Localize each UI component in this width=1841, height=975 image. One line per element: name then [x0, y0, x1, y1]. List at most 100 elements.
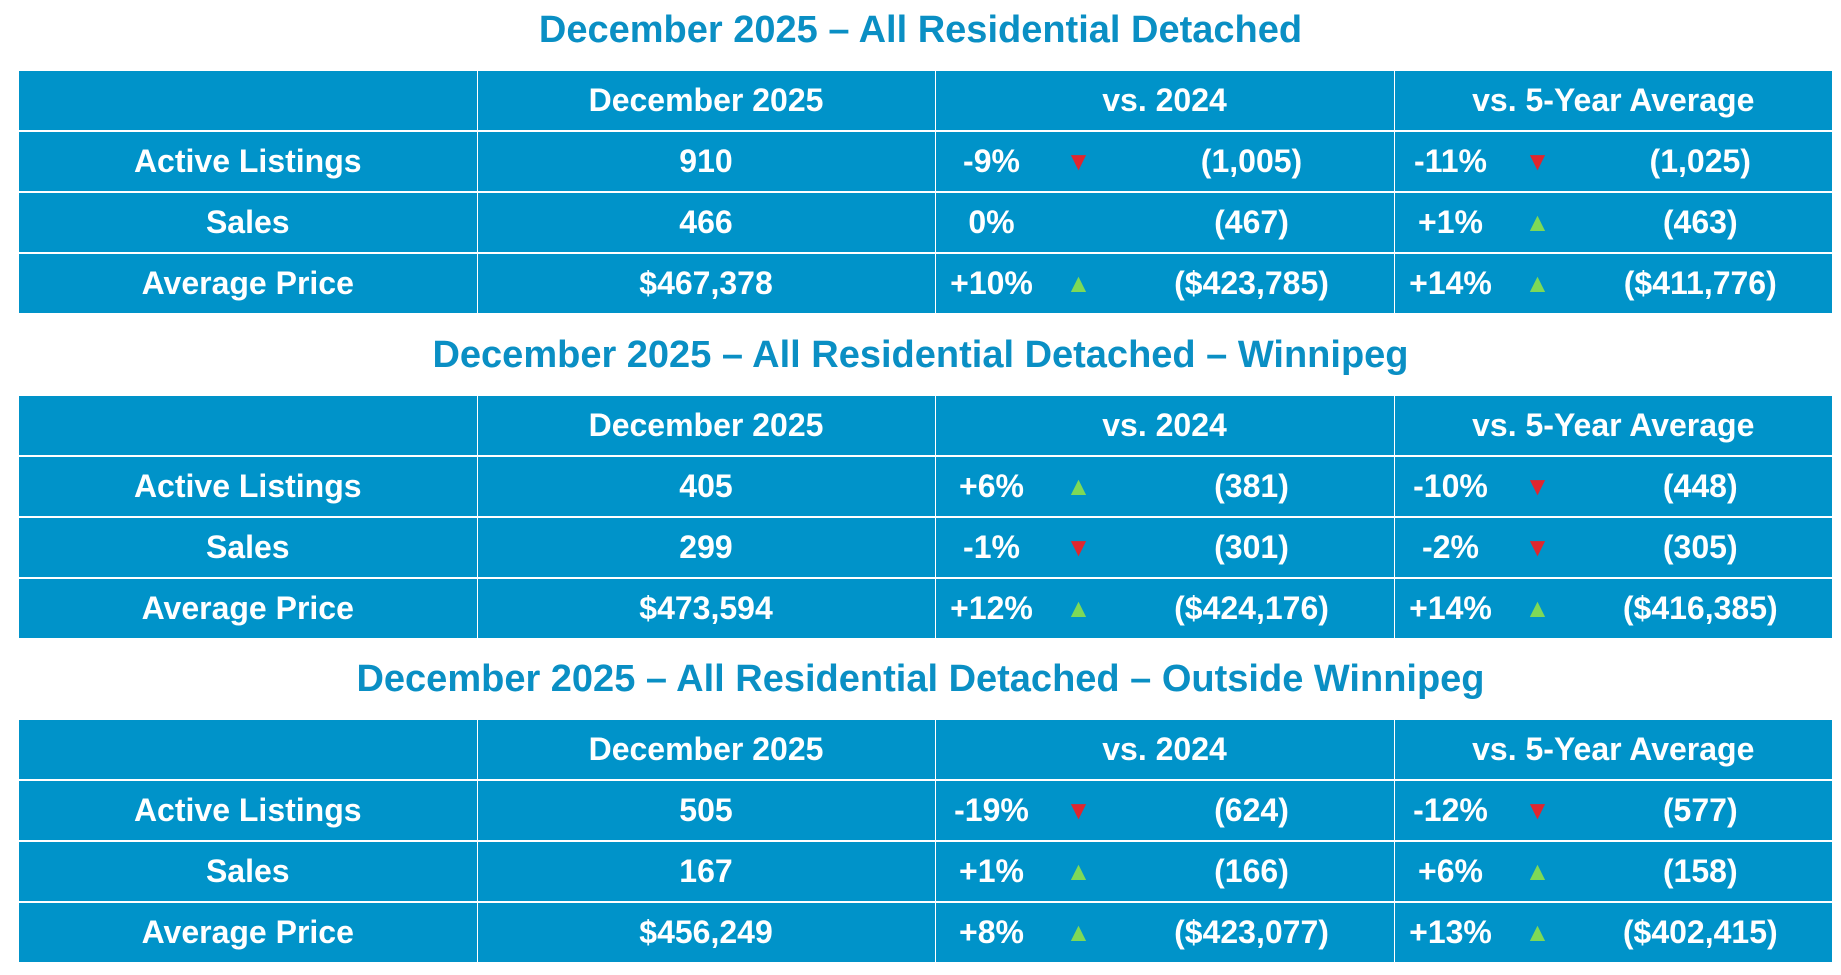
row-value: $467,378 — [477, 253, 936, 313]
row-label: Active Listings — [19, 131, 478, 193]
triangle-up-icon: ▲ — [1524, 268, 1551, 298]
triangle-down-icon: ▼ — [1524, 146, 1551, 176]
vs-avg-cell: -11% ▼ (1,025) — [1394, 131, 1832, 193]
table-row: Active Listings 910 -9% ▼ (1,005) -11% ▼ (1,… — [19, 131, 1832, 193]
vs-year-cell: +6% ▲ (381) — [935, 456, 1395, 518]
triangle-up-icon: ▲ — [1065, 268, 1092, 298]
row-label: Average Price — [19, 578, 478, 638]
row-label: Sales — [19, 517, 478, 579]
stats-table: December 2025 vs. 2024 vs. 5-Year Averag… — [19, 720, 1832, 962]
vs-year-cell: +10% ▲ ($423,785) — [935, 253, 1395, 313]
row-value: $456,249 — [477, 902, 936, 962]
triangle-down-icon: ▼ — [1065, 146, 1092, 176]
table-row: Average Price $473,594 +12% ▲ ($424,176) +… — [19, 578, 1832, 638]
prior-value: (1,005) — [1200, 143, 1303, 179]
triangle-down-icon: ▼ — [1065, 795, 1092, 825]
header-vs-avg: vs. 5-Year Average — [1394, 396, 1832, 457]
header-vs-year: vs. 2024 — [935, 720, 1395, 781]
table-row: Average Price $456,249 +8% ▲ ($423,077) +1… — [19, 902, 1832, 962]
pct-change: +13% — [1409, 914, 1492, 950]
header-row: December 2025 vs. 2024 vs. 5-Year Averag… — [19, 71, 1832, 132]
avg-value: (463) — [1662, 204, 1738, 240]
pct-change: +1% — [959, 853, 1024, 889]
header-vs-year: vs. 2024 — [935, 71, 1395, 132]
prior-value: ($423,785) — [1174, 265, 1329, 301]
triangle-up-icon: ▲ — [1065, 471, 1092, 501]
header-empty — [19, 720, 478, 781]
row-value: 405 — [477, 456, 936, 518]
avg-value: (305) — [1662, 529, 1738, 565]
row-label: Average Price — [19, 253, 478, 313]
pct-change: -2% — [1422, 529, 1479, 565]
table-row: Sales 167 +1% ▲ (166) +6% ▲ (158) — [19, 841, 1832, 903]
pct-change: +14% — [1409, 590, 1492, 626]
pct-change: +12% — [950, 590, 1033, 626]
table-row: Sales 466 0% (467) +1% ▲ (463) — [19, 192, 1832, 254]
row-value: 505 — [477, 780, 936, 842]
header-vs-year: vs. 2024 — [935, 396, 1395, 457]
triangle-down-icon: ▼ — [1065, 532, 1092, 562]
header-vs-avg: vs. 5-Year Average — [1394, 71, 1832, 132]
header-row: December 2025 vs. 2024 vs. 5-Year Averag… — [19, 396, 1832, 457]
table-row: Active Listings 505 -19% ▼ (624) -12% ▼ (577… — [19, 780, 1832, 842]
pct-change: -11% — [1414, 143, 1487, 179]
vs-year-cell: +1% ▲ (166) — [935, 841, 1395, 903]
vs-avg-cell: +13% ▲ ($402,415) — [1394, 902, 1832, 962]
prior-value: (624) — [1214, 792, 1289, 828]
table-row: Active Listings 405 +6% ▲ (381) -10% ▼ (448) — [19, 456, 1832, 518]
vs-year-cell: +8% ▲ ($423,077) — [935, 902, 1395, 962]
avg-value: ($411,776) — [1623, 265, 1777, 301]
pct-change: 0% — [968, 204, 1015, 240]
pct-change: -12% — [1413, 792, 1488, 828]
vs-year-cell: -1% ▼ (301) — [935, 517, 1395, 579]
avg-value: (448) — [1662, 468, 1738, 504]
vs-year-cell: -19% ▼ (624) — [935, 780, 1395, 842]
section-title: December 2025 – All Residential Detached… — [432, 334, 1409, 376]
triangle-down-icon: ▼ — [1524, 532, 1551, 562]
triangle-up-icon: ▲ — [1524, 856, 1551, 886]
prior-value: ($423,077) — [1174, 914, 1329, 950]
stats-table: December 2025 vs. 2024 vs. 5-Year Averag… — [19, 396, 1832, 638]
vs-avg-cell: +1% ▲ (463) — [1394, 192, 1832, 254]
pct-change: +14% — [1409, 265, 1492, 301]
pct-change: +6% — [1418, 853, 1483, 889]
triangle-up-icon: ▲ — [1524, 917, 1551, 947]
avg-value: ($402,415) — [1622, 914, 1778, 950]
row-value: 910 — [477, 131, 936, 193]
pct-change: -19% — [954, 792, 1029, 828]
table-row: Sales 299 -1% ▼ (301) -2% ▼ (305) — [19, 517, 1832, 579]
header-empty — [19, 71, 478, 132]
vs-avg-cell: +14% ▲ ($411,776) — [1394, 253, 1832, 313]
row-label: Active Listings — [19, 780, 478, 842]
vs-avg-cell: +6% ▲ (158) — [1394, 841, 1832, 903]
prior-value: (301) — [1214, 529, 1289, 565]
pct-change: +10% — [950, 265, 1033, 301]
triangle-up-icon: ▲ — [1065, 917, 1092, 947]
header-month: December 2025 — [477, 396, 936, 457]
header-month: December 2025 — [477, 720, 936, 781]
prior-value: ($424,176) — [1174, 590, 1329, 626]
vs-avg-cell: +14% ▲ ($416,385) — [1394, 578, 1832, 638]
triangle-up-icon: ▲ — [1524, 593, 1551, 623]
row-value: 299 — [477, 517, 936, 579]
vs-year-cell: +12% ▲ ($424,176) — [935, 578, 1395, 638]
avg-value: (1,025) — [1649, 143, 1751, 179]
pct-change: -1% — [963, 529, 1020, 565]
triangle-up-icon: ▲ — [1065, 593, 1092, 623]
pct-change: -10% — [1413, 468, 1488, 504]
header-month: December 2025 — [477, 71, 936, 132]
triangle-down-icon: ▼ — [1524, 795, 1551, 825]
vs-year-cell: -9% ▼ (1,005) — [935, 131, 1395, 193]
pct-change: -9% — [963, 143, 1020, 179]
triangle-down-icon: ▼ — [1524, 471, 1551, 501]
avg-value: (158) — [1662, 853, 1738, 889]
vs-avg-cell: -10% ▼ (448) — [1394, 456, 1832, 518]
row-label: Average Price — [19, 902, 478, 962]
header-row: December 2025 vs. 2024 vs. 5-Year Averag… — [19, 720, 1832, 781]
pct-change: +8% — [959, 914, 1024, 950]
section-title: December 2025 – All Residential Detached… — [356, 658, 1485, 700]
prior-value: (467) — [1214, 204, 1289, 240]
row-label: Sales — [19, 841, 478, 903]
pct-change: +6% — [959, 468, 1024, 504]
header-empty — [19, 396, 478, 457]
